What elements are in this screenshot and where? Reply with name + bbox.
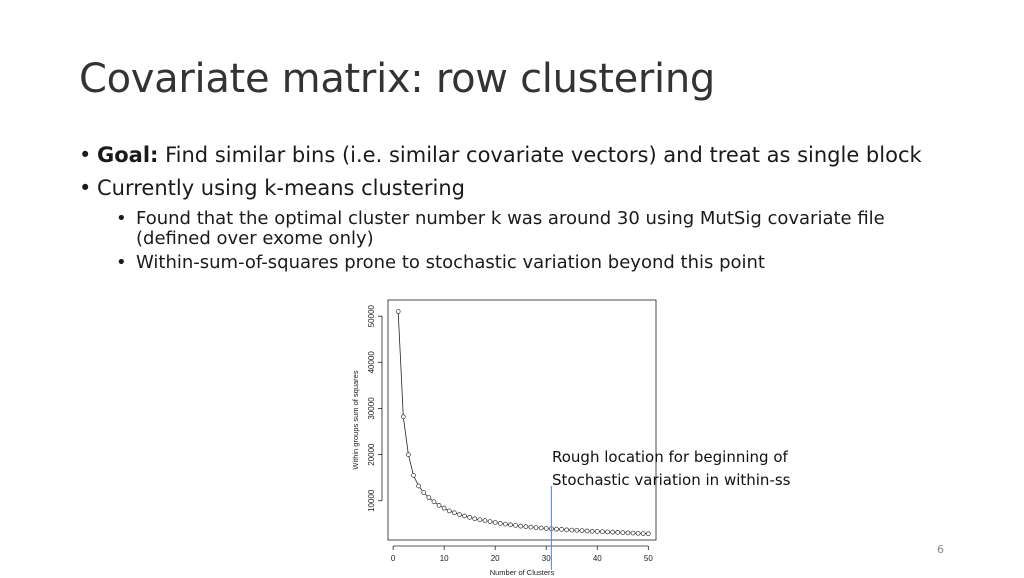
data-point <box>482 518 488 523</box>
data-point <box>431 499 437 505</box>
data-point <box>645 531 651 537</box>
data-point <box>615 530 621 535</box>
goal-text: Find similar bins (i.e. similar covariat… <box>158 143 922 167</box>
x-tick-label: 40 <box>593 554 602 563</box>
data-point <box>533 525 539 530</box>
y-axis: 10000 20000 30000 40000 50000 <box>367 304 383 512</box>
kmeans-text: Currently using k-means clustering <box>97 176 466 200</box>
y-axis-title: Within groups sum of squares <box>351 370 360 469</box>
elbow-chart: 0 10 20 30 40 50 10000 20000 30000 40000 50000 Nu… <box>351 299 657 577</box>
data-point <box>472 516 478 522</box>
data-point <box>457 512 462 517</box>
annotation-line-1: Rough location for beginning of <box>552 448 788 466</box>
data-point <box>441 505 447 511</box>
data-point <box>559 527 564 532</box>
data-point <box>436 503 442 508</box>
slide-number: 6 <box>937 543 944 556</box>
data-point <box>574 527 580 533</box>
x-tick-label: 50 <box>644 554 653 563</box>
sub-bullet-optimal-k: Found that the optimal cluster number k … <box>79 209 939 249</box>
data-point <box>452 510 457 516</box>
data-point <box>589 528 595 534</box>
data-point <box>446 508 452 514</box>
data-point <box>416 483 421 489</box>
data-point <box>564 527 570 533</box>
plot-frame <box>387 299 657 541</box>
x-tick-label: 10 <box>440 554 449 563</box>
data-point <box>411 473 416 478</box>
y-tick-label: 40000 <box>367 351 376 374</box>
data-point <box>600 529 605 535</box>
data-point <box>528 524 534 530</box>
data-point <box>462 513 467 519</box>
data-point <box>538 525 544 531</box>
y-tick-label: 10000 <box>367 489 376 512</box>
optimal-k-text: Found that the optimal cluster number k … <box>136 208 885 249</box>
data-point <box>467 515 473 520</box>
x-axis-title: Number of Clusters <box>490 568 555 577</box>
data-point <box>487 519 493 524</box>
data-point <box>584 528 590 534</box>
data-point <box>630 530 636 536</box>
data-point <box>518 523 524 529</box>
data-point <box>579 528 585 533</box>
data-point <box>426 495 432 500</box>
data-point <box>395 309 401 314</box>
annotation-line-2: Stochastic variation in within-ss <box>552 471 791 489</box>
data-point <box>554 526 559 532</box>
data-point <box>620 530 626 535</box>
bullet-goal: Goal: Find similar bins (i.e. similar co… <box>79 143 939 167</box>
data-point <box>503 521 508 527</box>
data-point <box>406 452 411 457</box>
y-tick-label: 50000 <box>367 304 376 327</box>
data-point <box>508 522 513 528</box>
goal-label: Goal: <box>97 143 159 167</box>
data-point <box>497 521 503 526</box>
data-point <box>477 517 483 523</box>
data-point <box>492 520 498 525</box>
slide-title: Covariate matrix: row clustering <box>79 56 716 102</box>
data-point <box>640 531 646 536</box>
data-point <box>543 526 549 531</box>
data-point <box>400 414 406 420</box>
wss-text: Within-sum-of-squares prone to stochasti… <box>136 252 765 273</box>
data-point <box>594 529 600 534</box>
data-point <box>569 527 575 533</box>
y-tick-label: 30000 <box>367 397 376 420</box>
bullet-list: Goal: Find similar bins (i.e. similar co… <box>79 143 939 277</box>
data-point <box>421 490 427 495</box>
data-point <box>605 529 610 535</box>
data-point <box>635 530 641 536</box>
y-tick-label: 20000 <box>367 443 376 466</box>
x-tick-label: 30 <box>542 554 551 563</box>
sub-bullet-wss: Within-sum-of-squares prone to stochasti… <box>79 252 939 274</box>
x-axis: 0 10 20 30 40 50 <box>391 545 653 563</box>
wss-points <box>395 309 651 537</box>
annotation: Rough location for beginning of Stochast… <box>552 446 790 492</box>
data-point <box>610 529 615 535</box>
data-point <box>523 524 529 529</box>
data-point <box>625 530 631 536</box>
x-tick-label: 0 <box>391 554 396 563</box>
data-point <box>513 523 518 528</box>
x-tick-label: 20 <box>491 554 500 563</box>
bullet-kmeans: Currently using k-means clustering <box>79 176 939 200</box>
